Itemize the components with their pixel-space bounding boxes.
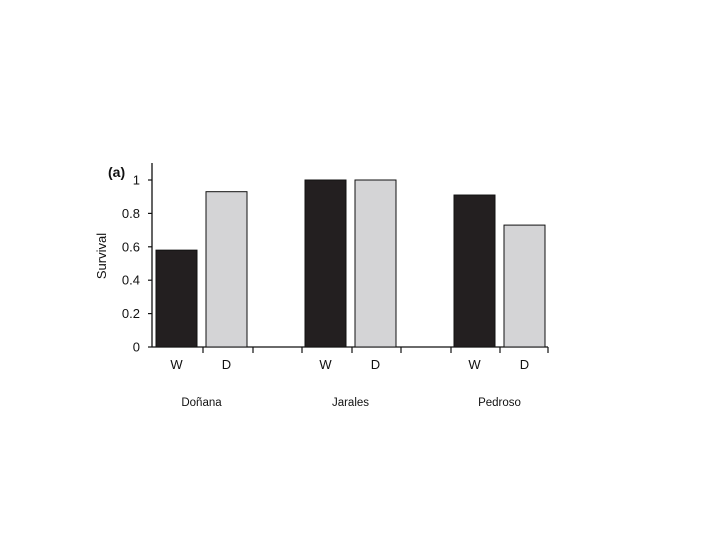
y-tick-label: 0.4 bbox=[122, 273, 140, 288]
y-tick-label: 0.6 bbox=[122, 239, 140, 254]
y-tick-label: 0.8 bbox=[122, 206, 140, 221]
category-label: D bbox=[371, 357, 380, 372]
bar-pedroso-d bbox=[503, 224, 546, 348]
bar-jarales-d bbox=[354, 179, 397, 348]
bar-pedroso-w bbox=[453, 194, 496, 348]
bar-jarales-w bbox=[304, 179, 347, 348]
group-label: Doñana bbox=[181, 397, 222, 409]
group-label: Pedroso bbox=[478, 397, 521, 409]
y-axis-label: Survival bbox=[94, 233, 109, 279]
category-label: W bbox=[468, 357, 481, 372]
bars bbox=[155, 179, 546, 348]
y-tick-label: 0.2 bbox=[122, 306, 140, 321]
group-label: Jarales bbox=[332, 397, 369, 409]
category-label: D bbox=[520, 357, 529, 372]
category-label: D bbox=[222, 357, 231, 372]
bar-doana-w bbox=[155, 249, 198, 348]
labels: W D Doñana W D Jarales W D Pedroso bbox=[170, 357, 529, 409]
y-tick-label: 0 bbox=[133, 340, 140, 355]
category-label: W bbox=[170, 357, 183, 372]
y-tick-label: 1 bbox=[133, 173, 140, 188]
bar-doana-d bbox=[205, 191, 248, 348]
category-label: W bbox=[319, 357, 332, 372]
panel-label: (a) bbox=[108, 164, 125, 180]
